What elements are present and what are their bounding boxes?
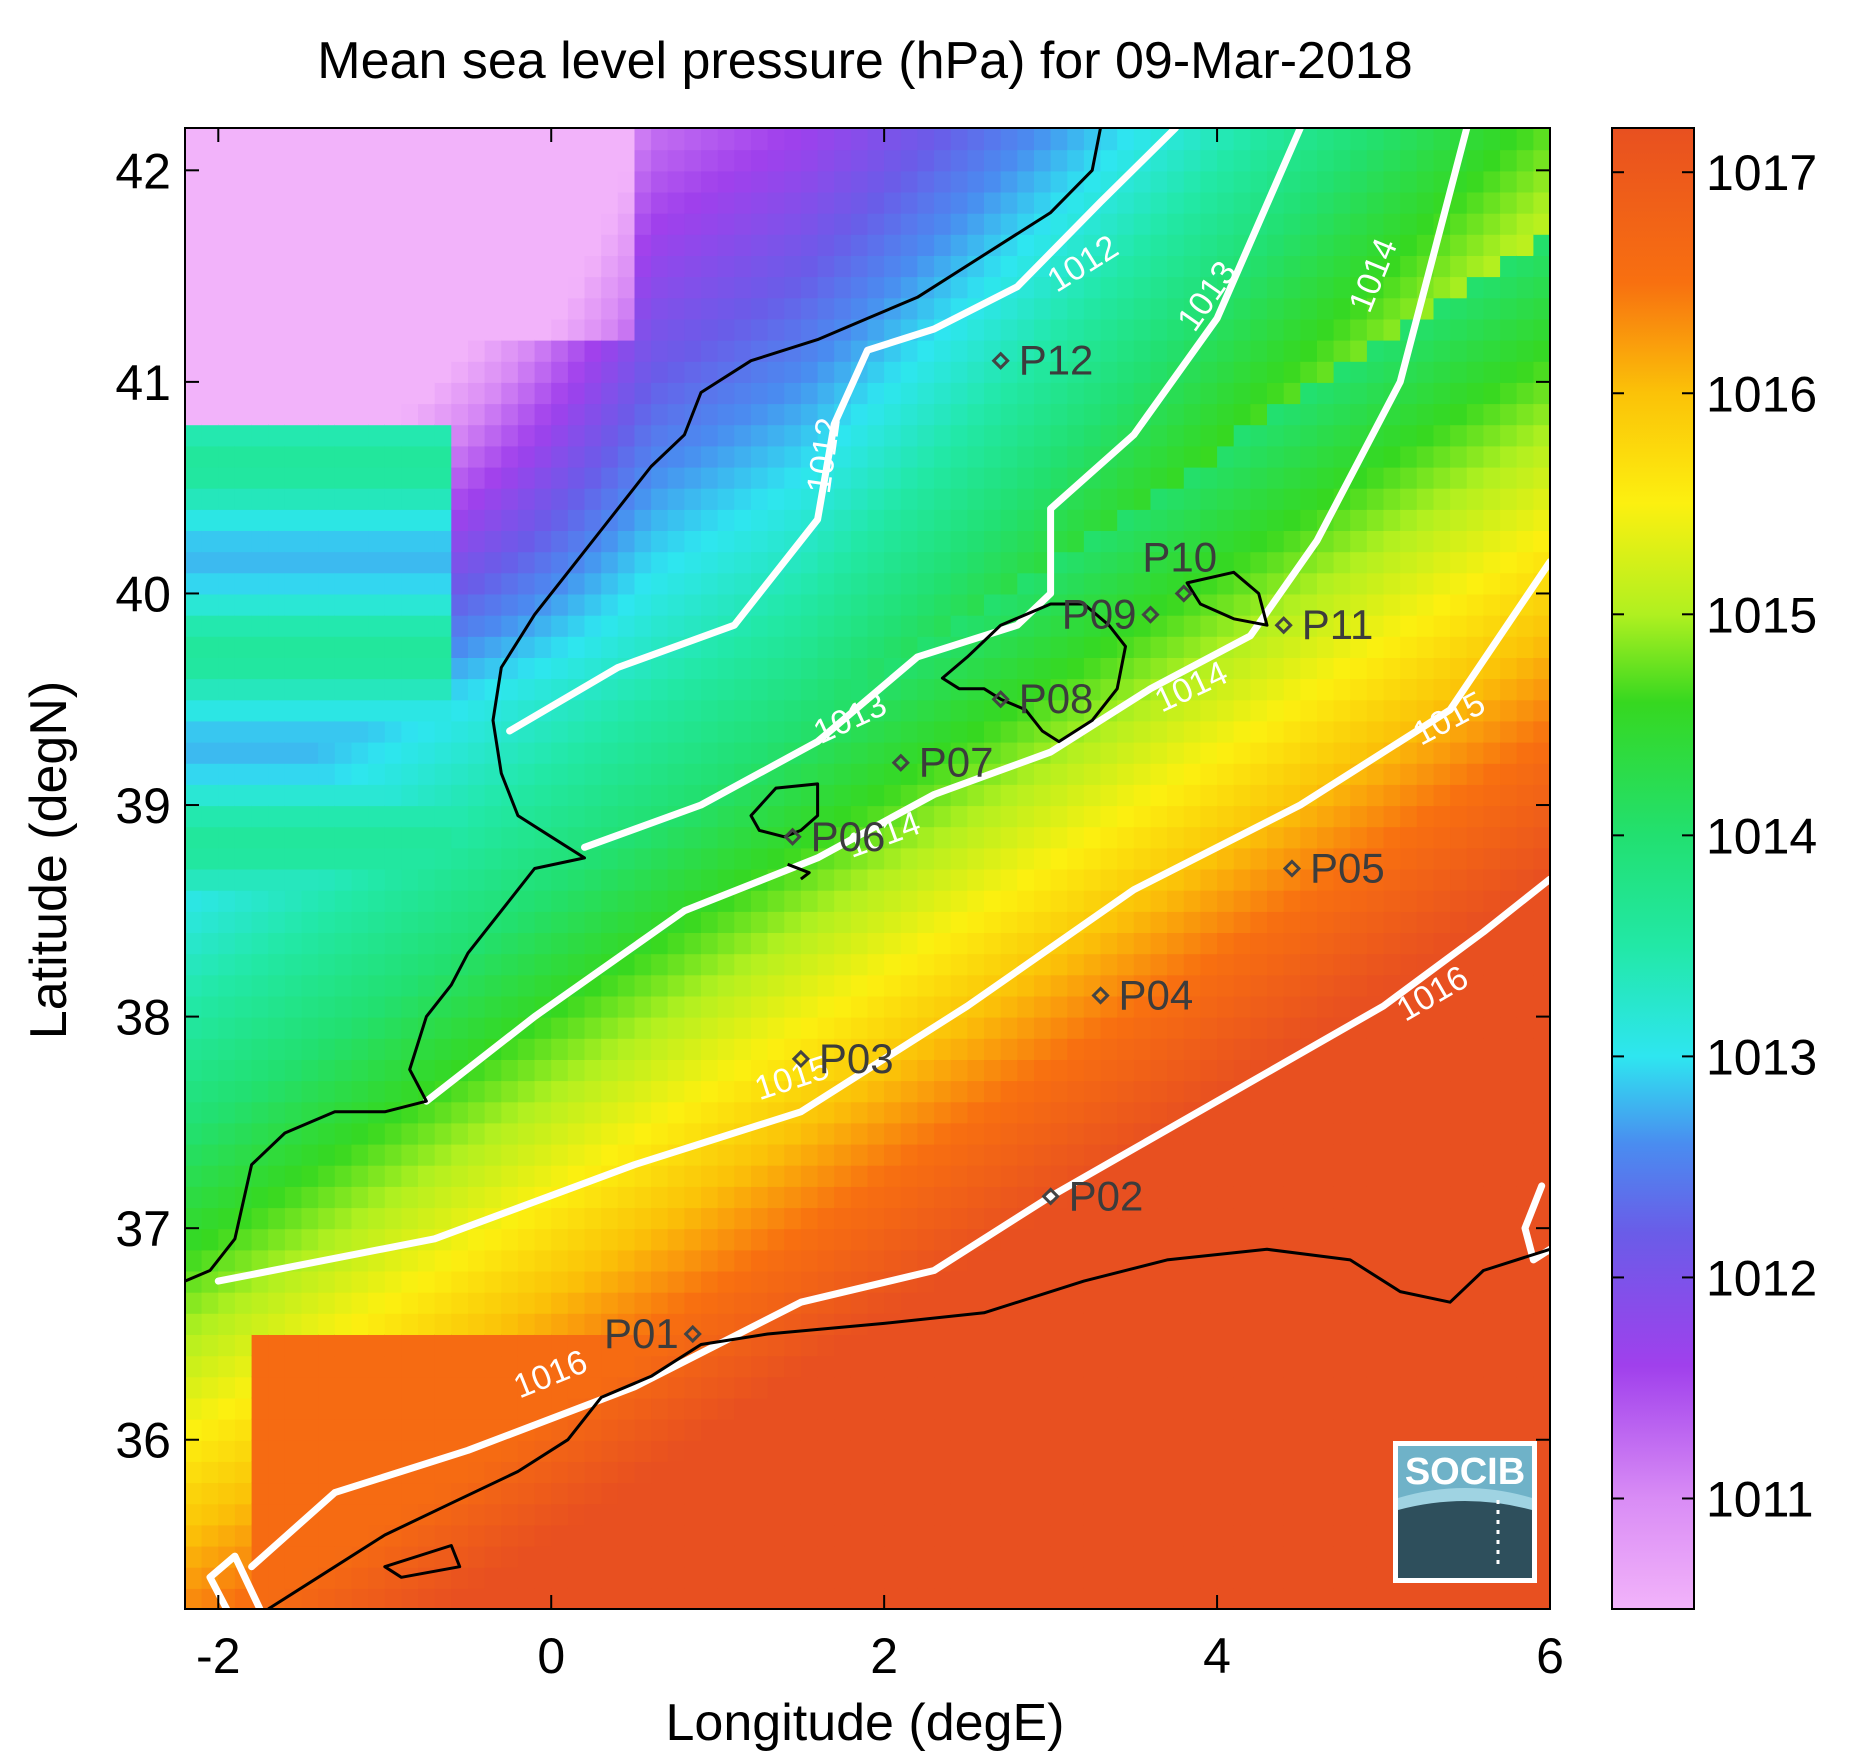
- chart-title: Mean sea level pressure (hPa) for 09-Mar…: [317, 32, 1412, 90]
- y-axis-label: Latitude (degN): [20, 681, 78, 1039]
- station-label-p04: P04: [1119, 971, 1194, 1018]
- x-tick-label: 6: [1536, 1628, 1564, 1684]
- station-label-p08: P08: [1019, 675, 1094, 722]
- socib-logo-text: SOCIB: [1405, 1451, 1525, 1493]
- station-label-p03: P03: [819, 1035, 894, 1082]
- colorbar-tick-label: 1013: [1706, 1029, 1817, 1085]
- station-label-p09: P09: [1062, 591, 1137, 638]
- y-tick-label: 36: [115, 1413, 171, 1469]
- colorbar-tick-label: 1015: [1706, 587, 1817, 643]
- station-label-p02: P02: [1069, 1172, 1144, 1219]
- station-label-p11: P11: [1302, 601, 1374, 648]
- y-tick-label: 37: [115, 1201, 171, 1257]
- socib-logo: SOCIB: [1393, 1441, 1537, 1583]
- station-label-p07: P07: [919, 739, 994, 786]
- y-tick-label: 41: [115, 355, 171, 411]
- colorbar-tick-label: 1012: [1706, 1250, 1817, 1306]
- colorbar-tick-label: 1017: [1706, 145, 1817, 201]
- x-tick-label: -2: [196, 1628, 240, 1684]
- station-label-p12: P12: [1019, 337, 1094, 384]
- station-label-p05: P05: [1310, 845, 1385, 892]
- x-axis-label: Longitude (degE): [666, 1694, 1065, 1752]
- colorbar-tick-label: 1016: [1706, 366, 1817, 422]
- y-tick-label: 38: [115, 990, 171, 1046]
- x-tick-label: 0: [537, 1628, 565, 1684]
- station-label-p10: P10: [1142, 534, 1217, 581]
- colorbar-tick-label: 1014: [1706, 808, 1817, 864]
- colorbar-scale: [1612, 128, 1694, 1609]
- colorbar: 1011 1012 1013 1014 1015 1016 1017: [1612, 128, 1817, 1609]
- station-label-p06: P06: [811, 813, 886, 860]
- y-tick-label: 40: [115, 566, 171, 622]
- x-tick-label: 4: [1203, 1628, 1231, 1684]
- colorbar-tick-label: 1011: [1706, 1471, 1814, 1527]
- y-tick-label: 42: [115, 143, 171, 199]
- station-label-p01: P01: [604, 1310, 679, 1357]
- x-tick-label: 2: [870, 1628, 898, 1684]
- y-tick-label: 39: [115, 778, 171, 834]
